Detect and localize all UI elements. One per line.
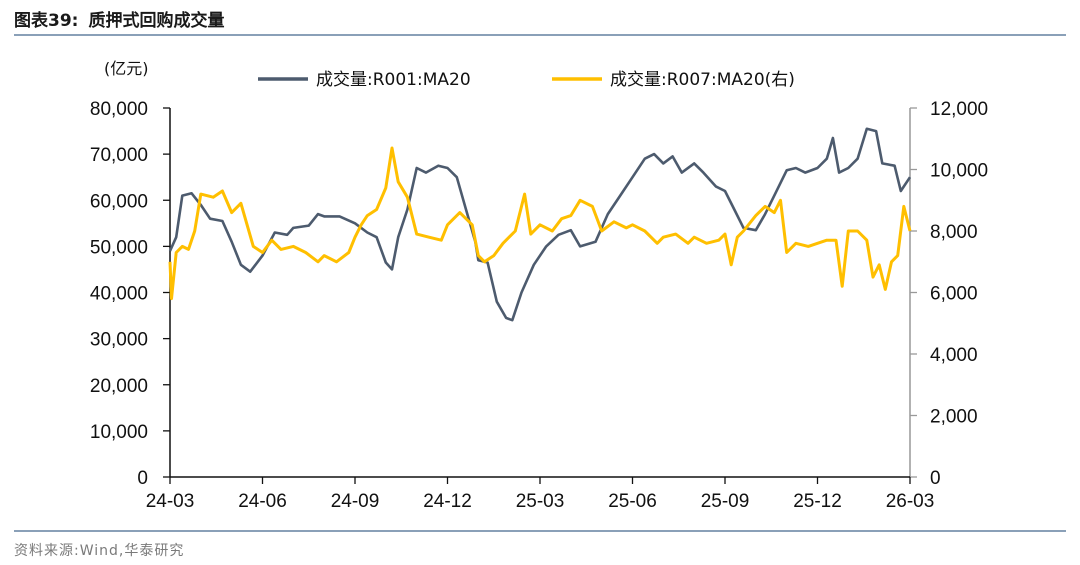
y-left-tick-label: 70,000 <box>90 145 148 166</box>
x-tick-label: 24-09 <box>331 491 380 512</box>
x-tick-label: 26-03 <box>886 491 935 512</box>
figure-number: 图表39: <box>14 11 79 31</box>
y-left-tick-label: 30,000 <box>90 330 148 351</box>
y-right-tick-label: 8,000 <box>930 222 978 243</box>
y-left-tick-label: 0 <box>137 468 148 489</box>
x-tick-label: 25-12 <box>793 491 842 512</box>
y-right-tick-label: 4,000 <box>930 345 978 366</box>
x-tick-label: 25-09 <box>701 491 750 512</box>
y-right-tick-label: 12,000 <box>930 99 988 120</box>
y-left-tick-label: 50,000 <box>90 237 148 258</box>
x-tick-label: 24-03 <box>146 491 195 512</box>
unit-label: (亿元) <box>104 59 149 78</box>
y-right-tick-label: 10,000 <box>930 161 988 182</box>
header-rule <box>14 34 1066 36</box>
legend-label: 成交量:R001:MA20 <box>316 70 471 90</box>
x-tick-label: 24-06 <box>238 491 287 512</box>
x-tick-label: 25-03 <box>516 491 565 512</box>
legend-label: 成交量:R007:MA20(右) <box>610 70 795 90</box>
series-line-r001 <box>168 127 912 322</box>
y-left-tick-label: 40,000 <box>90 284 148 305</box>
x-tick-label: 24-12 <box>423 491 472 512</box>
y-right-tick-label: 2,000 <box>930 407 978 428</box>
y-right-tick-label: 0 <box>930 468 941 489</box>
x-tick-label: 25-06 <box>608 491 657 512</box>
footer-rule <box>14 530 1066 532</box>
y-left-tick-label: 20,000 <box>90 376 148 397</box>
figure-header: 图表39: 质押式回购成交量 <box>14 6 234 32</box>
y-left-tick-label: 10,000 <box>90 422 148 443</box>
series-line-r007 <box>168 146 912 301</box>
y-right-tick-label: 6,000 <box>930 284 978 305</box>
y-left-tick-label: 60,000 <box>90 191 148 212</box>
chart: 0 10,000 20,000 30,000 40,000 50,000 60,000 70,… <box>90 59 988 512</box>
figure-title: 质押式回购成交量 <box>88 11 225 31</box>
source-note: 资料来源:Wind,华泰研究 <box>14 543 185 559</box>
y-left-tick-label: 80,000 <box>90 99 148 120</box>
